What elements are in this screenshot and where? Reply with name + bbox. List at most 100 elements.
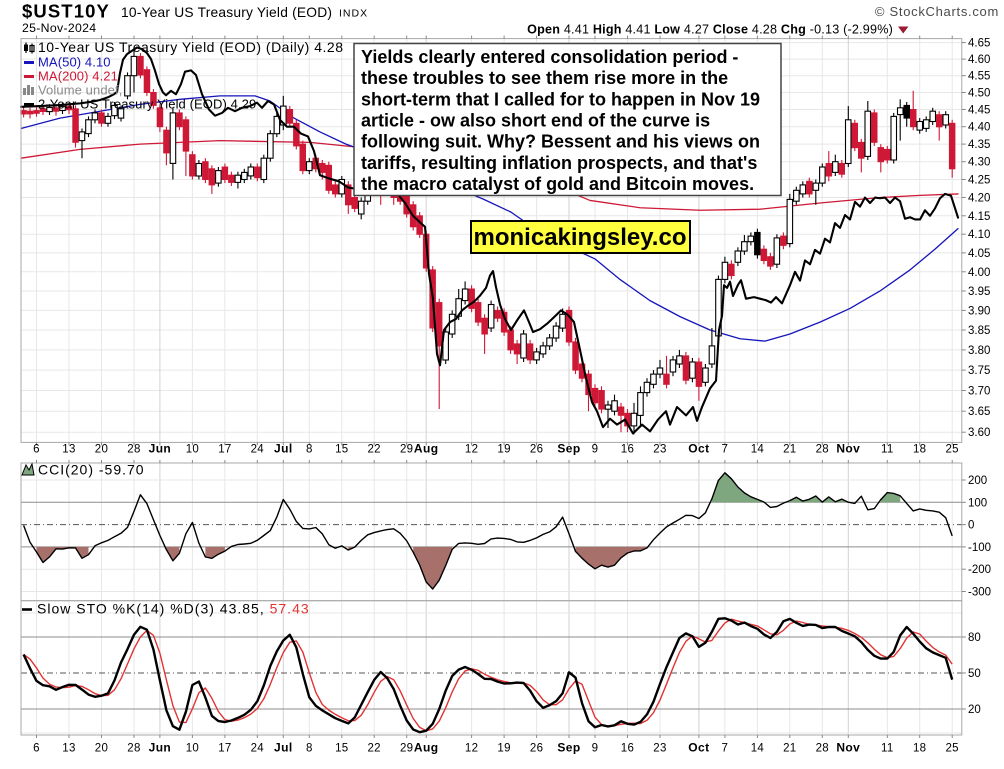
svg-text:80: 80 (968, 632, 981, 644)
svg-text:25-Nov-2024: 25-Nov-2024 (22, 21, 96, 35)
svg-text:24: 24 (251, 743, 265, 755)
svg-text:16: 16 (621, 444, 634, 456)
svg-text:Jul: Jul (274, 741, 293, 755)
svg-text:-300: -300 (968, 587, 991, 599)
svg-text:6: 6 (33, 743, 40, 755)
svg-text:Oct: Oct (688, 442, 709, 456)
svg-text:4.45: 4.45 (968, 105, 990, 117)
svg-text:29: 29 (400, 444, 413, 456)
svg-text:Jun: Jun (149, 741, 172, 755)
svg-text:25: 25 (945, 743, 958, 755)
svg-text:the macro catalyst of gold and: the macro catalyst of gold and Bitcoin m… (361, 174, 754, 194)
svg-text:4.50: 4.50 (968, 88, 990, 100)
svg-text:12: 12 (465, 444, 478, 456)
svg-text:13: 13 (62, 444, 75, 456)
svg-text:21: 21 (783, 444, 796, 456)
svg-text:23: 23 (653, 444, 666, 456)
svg-text:11: 11 (881, 743, 894, 755)
svg-text:19: 19 (497, 743, 510, 755)
svg-text:short-term that I called for t: short-term that I called for to happen i… (361, 89, 760, 109)
svg-text:Slow STO %K(14) %D(3) 43.85, 5: Slow STO %K(14) %D(3) 43.85, 57.43 (37, 601, 310, 617)
svg-text:4.60: 4.60 (968, 54, 990, 66)
svg-text:Sep: Sep (557, 741, 580, 755)
svg-text:-100: -100 (968, 542, 991, 554)
svg-text:4.25: 4.25 (968, 175, 990, 187)
svg-text:11: 11 (881, 444, 894, 456)
svg-text:3.60: 3.60 (968, 427, 990, 439)
svg-text:8: 8 (306, 444, 313, 456)
svg-text:10-Year US Treasury Yield (EOD: 10-Year US Treasury Yield (EOD) (121, 5, 332, 20)
svg-text:tariffs, resulting inflation p: tariffs, resulting inflation prospects, … (361, 153, 757, 173)
svg-text:Sep: Sep (557, 442, 580, 456)
svg-text:Oct: Oct (688, 741, 709, 755)
svg-text:Yields clearly entered consoli: Yields clearly entered consolidation per… (361, 47, 738, 67)
svg-text:26: 26 (530, 444, 543, 456)
svg-text:7: 7 (722, 444, 729, 456)
svg-text:2-Year US Treasury Yield (EOD): 2-Year US Treasury Yield (EOD) 4.29 (38, 97, 256, 112)
svg-text:Nov: Nov (836, 442, 860, 456)
svg-text:4.55: 4.55 (968, 71, 990, 83)
svg-text:18: 18 (913, 444, 926, 456)
svg-text:4.00: 4.00 (968, 267, 990, 279)
svg-text:17: 17 (218, 743, 231, 755)
svg-text:3.95: 3.95 (968, 286, 990, 298)
svg-text:3.70: 3.70 (968, 386, 990, 398)
svg-text:$UST10Y: $UST10Y (22, 1, 110, 22)
svg-text:-200: -200 (968, 564, 991, 576)
svg-text:200: 200 (968, 475, 987, 487)
svg-text:16: 16 (621, 743, 634, 755)
svg-text:9: 9 (592, 743, 599, 755)
svg-text:15: 15 (335, 444, 348, 456)
svg-text:18: 18 (913, 743, 926, 755)
svg-text:10: 10 (186, 743, 199, 755)
svg-text:3.75: 3.75 (968, 365, 990, 377)
svg-text:28: 28 (127, 444, 140, 456)
svg-text:article - ow also short end of: article - ow also short end of the curve… (361, 110, 710, 130)
svg-text:4.35: 4.35 (968, 139, 990, 151)
svg-text:© StockCharts.com: © StockCharts.com (875, 4, 999, 19)
svg-text:17: 17 (218, 444, 231, 456)
svg-text:29: 29 (400, 743, 413, 755)
svg-text:6: 6 (33, 444, 40, 456)
svg-text:Volume undef,: Volume undef, (38, 83, 122, 98)
svg-text:monicakingsley.co: monicakingsley.co (474, 224, 687, 251)
svg-text:INDX: INDX (339, 8, 368, 20)
svg-text:20: 20 (95, 743, 108, 755)
svg-text:19: 19 (497, 444, 510, 456)
svg-text:following suit. Why? Bessent a: following suit. Why? Bessent and his vie… (361, 132, 760, 152)
svg-text:Aug: Aug (414, 741, 439, 755)
svg-text:MA(50) 4.10: MA(50) 4.10 (38, 55, 111, 70)
svg-text:13: 13 (62, 743, 75, 755)
svg-text:Open 4.41 High 4.41 Low 4.27: Open 4.41 High 4.41 Low 4.27 Close 4.28 … (527, 23, 893, 37)
svg-text:Jun: Jun (149, 442, 172, 456)
svg-text:7: 7 (722, 743, 729, 755)
svg-text:50: 50 (968, 668, 981, 680)
svg-text:CCI(20) -59.70: CCI(20) -59.70 (38, 462, 145, 478)
svg-text:Aug: Aug (414, 442, 439, 456)
svg-text:4.15: 4.15 (968, 211, 990, 223)
svg-text:10: 10 (186, 444, 199, 456)
svg-text:4.10: 4.10 (968, 229, 990, 241)
svg-text:28: 28 (127, 743, 140, 755)
svg-text:24: 24 (251, 444, 265, 456)
svg-text:MA(200) 4.21: MA(200) 4.21 (38, 69, 118, 84)
svg-text:10-Year US Treasury Yield (EOD: 10-Year US Treasury Yield (EOD) (Daily) … (38, 39, 343, 55)
svg-text:100: 100 (968, 497, 987, 509)
svg-text:Nov: Nov (836, 741, 860, 755)
svg-text:26: 26 (530, 743, 543, 755)
svg-text:22: 22 (367, 743, 380, 755)
svg-text:0: 0 (968, 520, 974, 532)
svg-text:8: 8 (306, 743, 313, 755)
svg-text:these troubles to see them ris: these troubles to see them rise more in … (361, 68, 728, 88)
svg-text:9: 9 (592, 444, 599, 456)
svg-text:28: 28 (816, 743, 829, 755)
svg-text:25: 25 (945, 444, 958, 456)
svg-text:Jul: Jul (274, 442, 293, 456)
svg-text:4.65: 4.65 (968, 38, 990, 50)
svg-text:14: 14 (751, 444, 765, 456)
svg-text:3.85: 3.85 (968, 325, 990, 337)
svg-text:3.80: 3.80 (968, 345, 990, 357)
svg-text:3.90: 3.90 (968, 305, 990, 317)
svg-text:4.05: 4.05 (968, 248, 990, 260)
svg-text:28: 28 (816, 444, 829, 456)
